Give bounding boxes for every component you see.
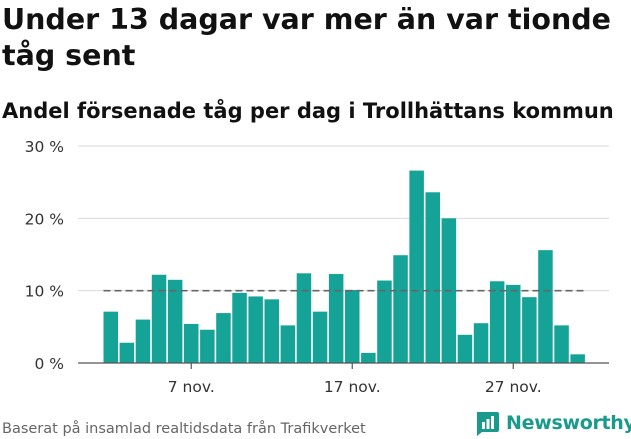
bar [570, 354, 585, 363]
bar [151, 274, 167, 363]
bar [489, 281, 505, 363]
bar [409, 170, 424, 363]
bar [328, 274, 344, 363]
bar [119, 342, 135, 363]
bar [522, 297, 537, 363]
y-tick-label: 30 % [25, 138, 64, 156]
bar [377, 280, 392, 363]
x-tick-label: 17 nov. [324, 378, 381, 396]
bar [473, 323, 489, 363]
source-note: Baserat på insamlad realtidsdata från Tr… [2, 421, 366, 437]
bar [232, 292, 247, 363]
bar [506, 284, 521, 363]
bar [361, 352, 376, 363]
bar [103, 311, 118, 363]
bar [167, 279, 183, 363]
newsworthy-logo: Newsworthy [474, 408, 631, 438]
y-tick-label: 20 % [25, 210, 64, 228]
y-tick-label: 0 % [34, 355, 64, 373]
bar [248, 296, 263, 363]
newsworthy-logo-text: Newsworthy [506, 412, 631, 434]
bar [216, 313, 231, 363]
bar [345, 289, 360, 363]
bar [280, 325, 296, 363]
x-tick-label: 7 nov. [168, 378, 215, 396]
bar [554, 325, 569, 363]
x-tick-label: 27 nov. [485, 378, 542, 396]
bar [457, 334, 473, 363]
bar [425, 192, 440, 363]
bar [296, 273, 312, 363]
y-tick-label: 10 % [25, 283, 64, 301]
bar [393, 255, 408, 363]
bar-chart: 0 % 10 % 20 % 30 % 7 nov. 17 nov. 27 nov. [25, 138, 609, 396]
bar [184, 323, 199, 363]
bar [538, 250, 553, 363]
bar [264, 299, 279, 363]
bar [135, 319, 151, 363]
chart-subtitle: Andel försenade tåg per dag i Trollhätta… [2, 99, 614, 123]
bar [200, 329, 215, 363]
bar [312, 311, 328, 363]
newsworthy-logo-icon [477, 412, 499, 436]
chart-title: Under 13 dagar var mer än var tionde tåg… [2, 3, 611, 72]
